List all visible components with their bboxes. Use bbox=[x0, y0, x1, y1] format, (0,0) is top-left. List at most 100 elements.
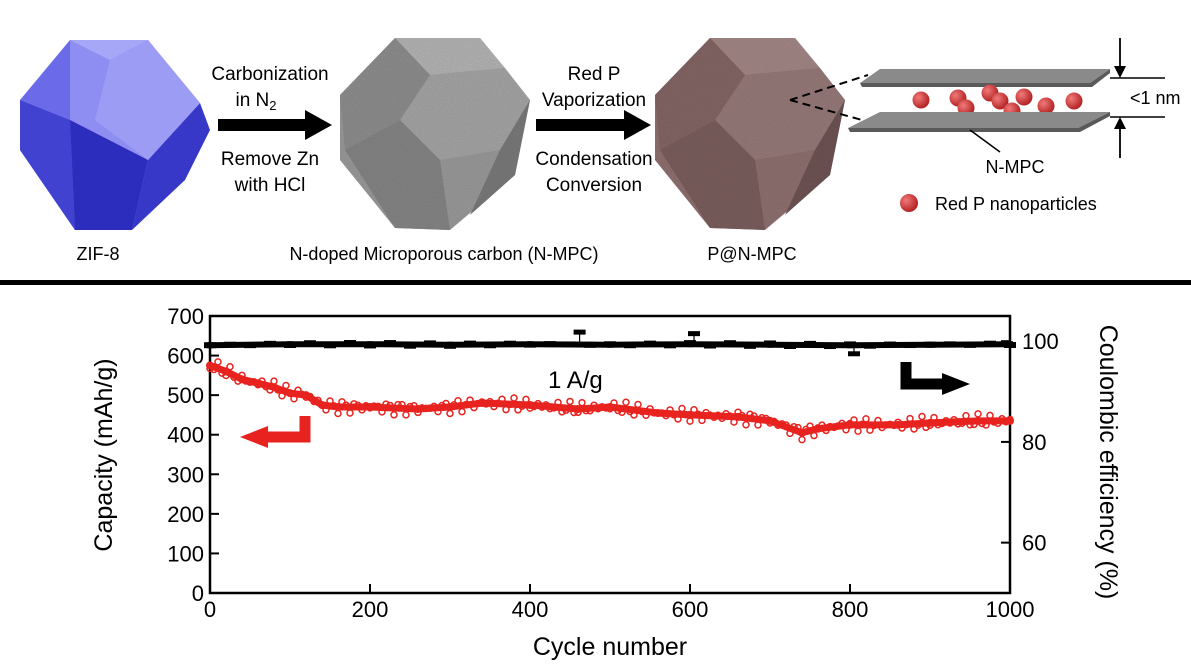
capacity-marker bbox=[550, 404, 558, 412]
capacity-marker bbox=[646, 405, 654, 413]
capacity-marker bbox=[226, 363, 234, 371]
legend-label: Red P nanoparticles bbox=[935, 194, 1097, 214]
capacity-marker bbox=[678, 404, 686, 413]
capacity-marker bbox=[718, 414, 726, 422]
capacity-marker bbox=[474, 399, 482, 408]
capacity-marker bbox=[754, 421, 762, 429]
ce-marker bbox=[324, 342, 336, 349]
capacity-marker bbox=[594, 404, 602, 413]
capacity-marker bbox=[438, 401, 446, 410]
capacity-marker bbox=[654, 409, 662, 417]
capacity-marker bbox=[698, 416, 706, 425]
capacity-marker bbox=[350, 400, 358, 408]
y-tick-label: 100 bbox=[167, 541, 204, 566]
ce-marker bbox=[924, 341, 936, 348]
gap-label: <1 nm bbox=[1130, 88, 1181, 108]
capacity-marker bbox=[346, 409, 354, 417]
capacity-marker bbox=[342, 401, 350, 409]
capacity-marker bbox=[910, 425, 918, 433]
capacity-marker bbox=[738, 411, 746, 420]
section-divider bbox=[0, 280, 1191, 285]
capacity-marker bbox=[450, 401, 458, 409]
ce-marker bbox=[604, 341, 616, 348]
capacity-marker bbox=[662, 411, 670, 420]
capacity-marker bbox=[306, 392, 314, 401]
capacity-marker bbox=[278, 392, 286, 400]
capacity-marker bbox=[682, 410, 690, 419]
capacity-marker bbox=[670, 411, 678, 419]
capacity-marker bbox=[462, 400, 470, 409]
capacity-marker bbox=[554, 398, 562, 407]
capacity-marker bbox=[762, 414, 770, 423]
capacity-marker bbox=[274, 386, 282, 394]
capacity-marker bbox=[598, 403, 606, 411]
ce-marker bbox=[504, 340, 516, 347]
capacity-marker bbox=[902, 420, 910, 429]
layer-inset bbox=[848, 69, 1110, 132]
y-tick-label: 700 bbox=[167, 304, 204, 329]
capacity-marker bbox=[566, 397, 574, 406]
step2-top-line1: Red P bbox=[568, 64, 621, 85]
ce-marker bbox=[964, 341, 976, 348]
capacity-marker bbox=[314, 396, 322, 405]
capacity-point bbox=[270, 383, 278, 392]
capacity-marker bbox=[782, 421, 790, 429]
capacity-marker bbox=[918, 412, 926, 421]
y2-tick-label: 80 bbox=[1022, 430, 1046, 455]
capacity-marker bbox=[766, 419, 774, 427]
step1-bottom-line2: with HCl bbox=[234, 175, 306, 196]
capacity-point bbox=[254, 379, 262, 388]
zif8-label: ZIF-8 bbox=[77, 244, 120, 264]
capacity-marker bbox=[706, 411, 714, 419]
step1-bottom-line1: Remove Zn bbox=[221, 149, 319, 170]
capacity-marker bbox=[886, 420, 894, 429]
capacity-marker bbox=[610, 399, 618, 407]
ce-marker bbox=[564, 341, 576, 348]
capacity-marker bbox=[794, 423, 802, 432]
capacity-series bbox=[206, 358, 1014, 444]
capacity-marker bbox=[562, 406, 570, 414]
capacity-marker bbox=[206, 364, 214, 373]
capacity-marker bbox=[478, 398, 486, 406]
capacity-marker bbox=[798, 435, 806, 444]
capacity-marker bbox=[726, 412, 734, 420]
capacity-marker bbox=[254, 381, 262, 389]
capacity-marker bbox=[334, 409, 342, 418]
capacity-marker bbox=[222, 371, 230, 380]
nmpc-label: N-doped Microporous carbon (N-MPC) bbox=[289, 244, 598, 264]
ce-marker bbox=[264, 340, 276, 347]
capacity-marker bbox=[866, 426, 874, 434]
capacity-marker bbox=[742, 421, 750, 429]
capacity-marker bbox=[498, 395, 506, 404]
capacity-marker bbox=[526, 404, 534, 412]
capacity-marker bbox=[830, 423, 838, 432]
capacity-marker bbox=[210, 365, 218, 374]
capacity-marker bbox=[894, 418, 902, 427]
capacity-marker bbox=[638, 407, 646, 416]
capacity-marker bbox=[934, 420, 942, 429]
capacity-marker bbox=[330, 402, 338, 410]
capacity-marker bbox=[914, 421, 922, 429]
capacity-marker bbox=[586, 406, 594, 415]
capacity-marker bbox=[570, 408, 578, 417]
chart: 0 200 400 600 800 1000 0 100 200 300 400 500 600 700 6… bbox=[90, 304, 1122, 661]
capacity-marker bbox=[366, 404, 374, 412]
y2-axis-label: Coulombic efficiency (%) bbox=[1094, 325, 1122, 600]
capacity-marker bbox=[286, 389, 294, 397]
capacity-marker bbox=[234, 377, 242, 385]
y-tick-label: 300 bbox=[167, 462, 204, 487]
capacity-marker bbox=[374, 402, 382, 411]
ce-marker bbox=[624, 342, 636, 349]
capacity-marker bbox=[694, 410, 702, 418]
step2-top-line2: Vaporization bbox=[542, 90, 646, 111]
capacity-marker bbox=[774, 421, 782, 430]
capacity-marker bbox=[850, 416, 858, 424]
capacity-marker bbox=[302, 393, 310, 401]
capacity-marker bbox=[922, 423, 930, 432]
capacity-marker bbox=[806, 422, 814, 430]
zoom-line-top bbox=[789, 74, 869, 101]
ce-marker bbox=[1004, 342, 1016, 349]
ce-marker bbox=[304, 340, 316, 347]
capacity-marker bbox=[826, 422, 834, 431]
